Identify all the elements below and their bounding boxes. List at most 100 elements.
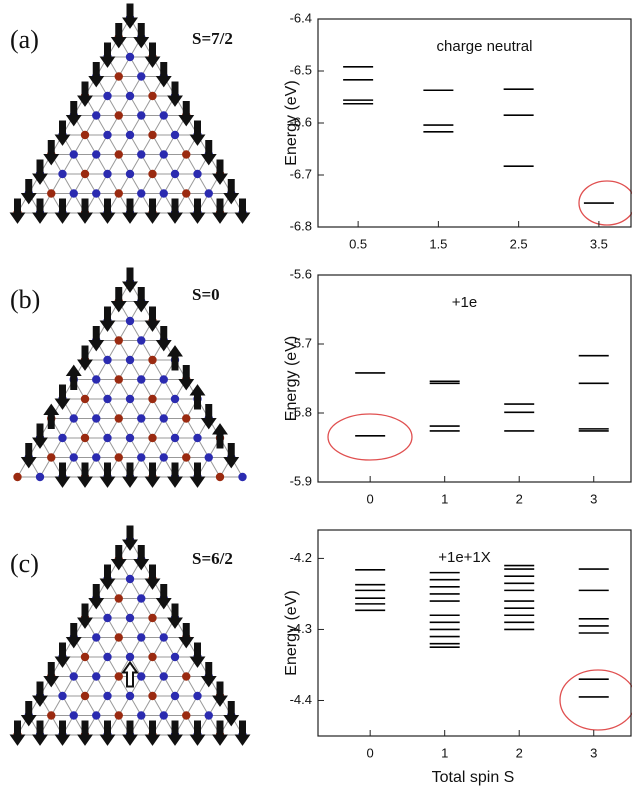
atom	[47, 453, 55, 461]
atom	[115, 336, 123, 344]
atom	[92, 672, 100, 680]
spin-arrow	[78, 463, 92, 487]
atom	[171, 395, 179, 403]
spin-arrow	[168, 82, 182, 106]
atom	[137, 711, 145, 719]
spin-arrow	[236, 199, 250, 223]
spin-arrow	[146, 43, 160, 67]
atom	[160, 111, 168, 119]
atom	[137, 672, 145, 680]
spin-arrow	[224, 702, 238, 726]
atom	[81, 692, 89, 700]
atom	[126, 53, 134, 61]
y-axis-label: Energy (eV)	[283, 590, 300, 675]
spin-arrow	[22, 702, 36, 726]
spin-arrow	[191, 721, 205, 745]
spin-arrow	[33, 199, 47, 223]
atom	[160, 453, 168, 461]
spin-arrow	[56, 463, 70, 487]
atom	[126, 575, 134, 583]
atom	[115, 594, 123, 602]
atom	[137, 414, 145, 422]
atom	[115, 375, 123, 383]
atom	[148, 692, 156, 700]
spin-arrow	[134, 24, 148, 48]
y-tick-label: -5.6	[290, 266, 312, 281]
atom	[126, 170, 134, 178]
panel-label: (a)	[10, 25, 39, 54]
spin-arrow	[56, 721, 70, 745]
atom	[115, 150, 123, 158]
y-axis-label: Energy (eV)	[283, 80, 300, 165]
spin-label: S=6/2	[192, 549, 233, 568]
atom	[70, 414, 78, 422]
spin-arrow	[213, 424, 227, 448]
atom	[137, 375, 145, 383]
atom	[92, 633, 100, 641]
x-tick-label: 1	[441, 491, 448, 506]
atom	[171, 653, 179, 661]
x-tick-label: 0.5	[349, 236, 367, 251]
spin-arrow	[89, 585, 103, 609]
atom	[115, 414, 123, 422]
spin-arrow	[123, 4, 137, 28]
lattice-illustrations	[11, 4, 250, 745]
spin-arrow	[78, 721, 92, 745]
atom	[115, 633, 123, 641]
atom	[103, 692, 111, 700]
atom	[148, 614, 156, 622]
atom	[126, 434, 134, 442]
atom	[148, 395, 156, 403]
spin-label: S=7/2	[192, 29, 233, 48]
panel-label: (c)	[10, 549, 39, 578]
atom	[160, 633, 168, 641]
atom	[58, 692, 66, 700]
spin-arrow	[191, 199, 205, 223]
spin-arrow	[157, 585, 171, 609]
spin-arrow	[78, 604, 92, 628]
atom	[148, 356, 156, 364]
x-tick-label: 2.5	[510, 236, 528, 251]
spin-arrow	[123, 268, 137, 292]
atom	[193, 692, 201, 700]
spin-arrow	[44, 141, 58, 165]
atom	[137, 453, 145, 461]
spin-arrow	[22, 444, 36, 468]
atom	[103, 131, 111, 139]
spin-arrow	[101, 463, 115, 487]
energy-chart: -6.8-6.7-6.6-6.5-6.40.51.52.53.5Energy (…	[283, 10, 631, 251]
atom	[182, 672, 190, 680]
atom	[182, 414, 190, 422]
spin-arrow	[134, 288, 148, 312]
atom	[92, 375, 100, 383]
x-tick-label: 2	[516, 745, 523, 760]
x-axis-label: Total spin S	[432, 769, 515, 786]
atom	[92, 111, 100, 119]
spin-arrow	[33, 721, 47, 745]
atom	[148, 653, 156, 661]
spin-arrow	[101, 199, 115, 223]
spin-arrow	[213, 160, 227, 184]
spin-arrow	[179, 366, 193, 390]
spin-arrow	[78, 346, 92, 370]
spin-arrow	[101, 565, 115, 589]
spin-arrow	[168, 346, 182, 370]
atom	[103, 653, 111, 661]
atom	[182, 453, 190, 461]
atom	[171, 170, 179, 178]
atom	[47, 189, 55, 197]
spin-arrow	[191, 643, 205, 667]
atom	[103, 614, 111, 622]
spin-arrow	[202, 405, 216, 429]
atom	[70, 711, 78, 719]
atom	[148, 92, 156, 100]
figure: (a) S=7/2 (b) S=0 (c) S=6/2 -6.8-6.7-6.6…	[0, 0, 632, 792]
spin-arrow	[168, 721, 182, 745]
atom	[103, 92, 111, 100]
spin-arrow	[168, 199, 182, 223]
spin-arrow	[56, 121, 70, 145]
atom	[148, 170, 156, 178]
atom	[126, 92, 134, 100]
atom	[160, 414, 168, 422]
